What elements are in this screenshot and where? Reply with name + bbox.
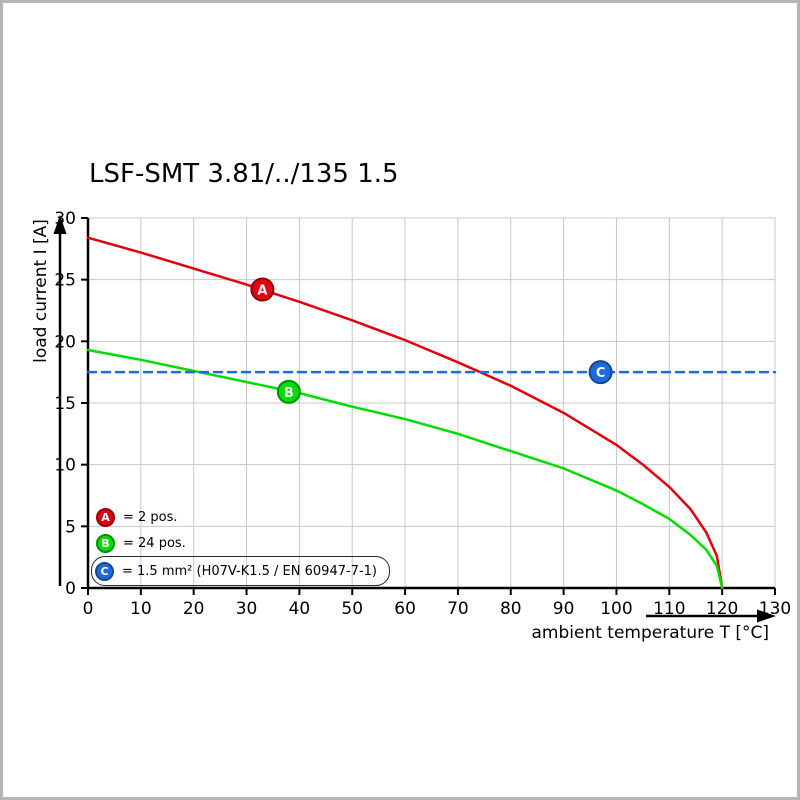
svg-text:A: A xyxy=(257,284,267,299)
curve-A xyxy=(86,236,724,590)
svg-text:15: 15 xyxy=(54,394,76,414)
svg-text:B: B xyxy=(284,386,294,401)
marker-B xyxy=(276,379,301,404)
x-axis-label: ambient temperature T [°C] xyxy=(531,623,769,643)
legend-item-b: B = 24 pos. xyxy=(96,530,390,556)
marker-C xyxy=(588,360,613,385)
derating-chart: 0 10 20 30 40 50 60 70 80 90 100 110 120 130051015202… xyxy=(53,209,791,623)
svg-text:40: 40 xyxy=(289,599,311,619)
curve-B xyxy=(86,348,724,590)
legend-marker-a-icon: A xyxy=(96,507,115,527)
legend-marker-b-icon: B xyxy=(96,533,115,553)
legend-label-b: = 24 pos. xyxy=(123,535,186,551)
svg-text:90: 90 xyxy=(553,599,575,619)
svg-text:25: 25 xyxy=(54,271,76,291)
legend: A = 2 pos. B = 24 pos. C = 1.5 mm² (H07V… xyxy=(91,504,390,586)
svg-text:100: 100 xyxy=(600,599,632,619)
svg-text:110: 110 xyxy=(653,599,685,619)
svg-text:60: 60 xyxy=(394,599,416,619)
svg-text:80: 80 xyxy=(500,599,522,619)
svg-text:70: 70 xyxy=(447,599,469,619)
svg-text:5: 5 xyxy=(65,517,76,537)
series-markers: A B C xyxy=(250,277,613,404)
chart-title: LSF-SMT 3.81/../135 1.5 xyxy=(89,159,399,189)
marker-A xyxy=(250,277,275,302)
svg-text:10: 10 xyxy=(54,456,76,476)
axis-arrows xyxy=(53,215,776,623)
svg-text:10: 10 xyxy=(130,599,152,619)
svg-text:20: 20 xyxy=(54,332,76,352)
legend-label-c: = 1.5 mm² (H07V-K1.5 / EN 60947-7-1) xyxy=(122,563,377,579)
svg-text:120: 120 xyxy=(706,599,738,619)
svg-text:30: 30 xyxy=(236,599,258,619)
svg-text:0: 0 xyxy=(65,579,76,599)
svg-text:50: 50 xyxy=(341,599,363,619)
grid-lines xyxy=(88,217,776,588)
legend-marker-c-icon: C xyxy=(95,561,114,581)
legend-item-c: C = 1.5 mm² (H07V-K1.5 / EN 60947-7-1) xyxy=(91,556,390,586)
svg-text:0: 0 xyxy=(83,599,94,619)
svg-text:C: C xyxy=(596,366,606,381)
legend-label-a: = 2 pos. xyxy=(123,509,178,525)
legend-item-a: A = 2 pos. xyxy=(96,504,390,530)
svg-text:20: 20 xyxy=(183,599,205,619)
series-curves xyxy=(86,236,777,590)
